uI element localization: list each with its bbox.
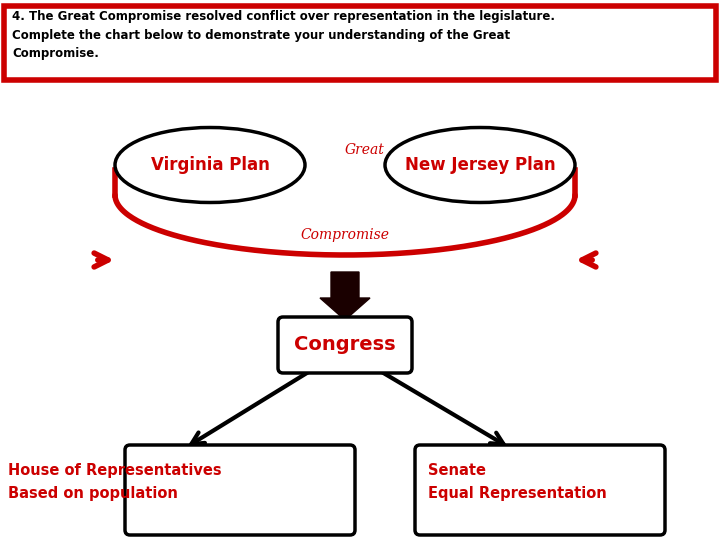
Text: Congress: Congress xyxy=(294,335,396,354)
Text: Virginia Plan: Virginia Plan xyxy=(150,156,269,174)
Text: Great: Great xyxy=(345,143,385,157)
FancyBboxPatch shape xyxy=(278,317,412,373)
Text: Senate
Equal Representation: Senate Equal Representation xyxy=(428,463,607,501)
FancyBboxPatch shape xyxy=(4,6,716,80)
Ellipse shape xyxy=(385,127,575,202)
Text: House of Representatives
Based on population: House of Representatives Based on popula… xyxy=(8,463,222,501)
Text: New Jersey Plan: New Jersey Plan xyxy=(405,156,555,174)
FancyArrow shape xyxy=(320,272,370,320)
FancyBboxPatch shape xyxy=(415,445,665,535)
Text: 4. The Great Compromise resolved conflict over representation in the legislature: 4. The Great Compromise resolved conflic… xyxy=(12,10,555,60)
FancyBboxPatch shape xyxy=(125,445,355,535)
Text: Compromise: Compromise xyxy=(300,228,390,242)
Ellipse shape xyxy=(115,127,305,202)
